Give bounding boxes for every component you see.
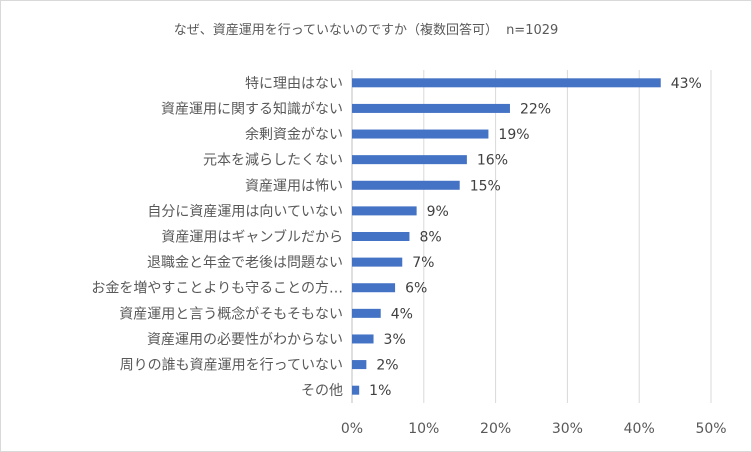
bar [352,206,417,216]
x-tick-label: 0% [341,421,363,437]
data-label: 8% [419,230,441,246]
x-tick-label: 40% [624,421,655,437]
data-label: 2% [376,358,398,374]
data-label: 16% [477,153,508,169]
bar [352,155,467,165]
data-label: 6% [405,281,427,297]
chart-title: なぜ、資産運用を行っていないのですか（複数回答可） n=1029 [174,22,559,38]
data-label: 4% [391,306,413,322]
category-label: 余剰資金がない [245,126,343,143]
bar [352,129,489,139]
x-tick-label: 30% [552,421,583,437]
bar [352,180,460,190]
data-label: 43% [671,76,702,92]
data-label: 22% [520,101,551,117]
data-label: 15% [470,178,501,194]
bar [352,257,403,267]
category-label: 資産運用に関する知識がない [161,100,343,117]
data-label: 1% [369,383,391,399]
category-label: その他 [301,383,343,399]
bar [352,283,396,293]
bar [352,78,661,88]
category-label: 周りの誰も資産運用を行っていない [120,358,343,374]
category-label: 資産運用と言う概念がそもそもない [119,305,343,322]
data-label: 19% [498,127,529,143]
bar [352,334,374,344]
data-label: 7% [412,255,434,271]
bar [352,308,381,318]
category-label: 自分に資産運用は向いていない [147,204,343,220]
category-label: お金を増やすことよりも守ることの方… [91,281,343,297]
bar [352,385,360,395]
category-label: 資産運用はギャンブルだから [161,229,343,246]
category-label: 資産運用の必要性がわからない [147,332,343,348]
x-tick-label: 20% [480,421,511,437]
data-label: 3% [384,332,406,348]
category-label: 資産運用は怖い [245,177,343,194]
category-label: 元本を減らしたくない [203,152,343,169]
bar [352,103,510,113]
x-tick-label: 50% [695,421,726,437]
x-tick-label: 10% [408,421,439,437]
category-label: 退職金と年金で老後は問題ない [147,255,343,271]
data-label: 9% [427,204,449,220]
category-label: 特に理由はない [245,76,343,92]
bar [352,232,410,241]
bar [352,360,367,370]
